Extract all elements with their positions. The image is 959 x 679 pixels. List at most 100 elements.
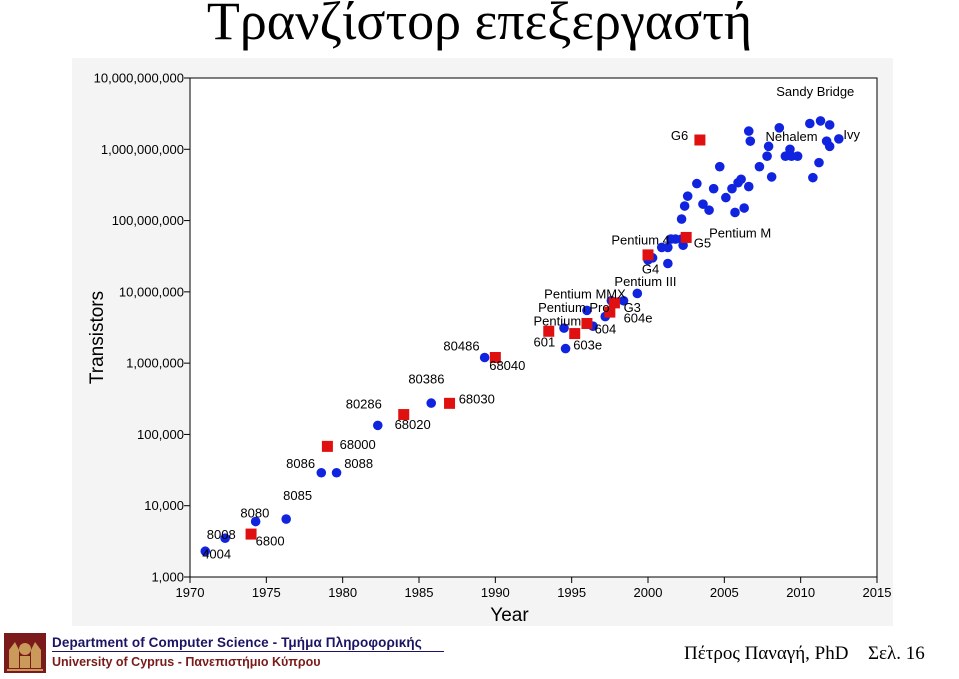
data-point-square — [543, 325, 555, 337]
processor-label: Pentium Pro — [538, 300, 610, 315]
x-tick-label: 1990 — [481, 585, 510, 600]
data-point-square — [321, 440, 333, 452]
processor-label: Sandy Bridge — [776, 84, 854, 99]
plot-area — [189, 77, 878, 578]
data-point-circle — [762, 151, 772, 161]
data-point-circle — [704, 205, 714, 215]
data-point-square — [680, 231, 692, 243]
data-point-circle — [739, 203, 749, 213]
processor-label: 4004 — [202, 546, 231, 561]
data-point-circle — [632, 288, 643, 299]
x-tick-label: 2010 — [786, 585, 815, 600]
processor-label: 8085 — [283, 488, 312, 503]
processor-label: G4 — [642, 262, 659, 277]
x-tick-label: 2015 — [863, 585, 892, 600]
data-point-circle — [220, 533, 230, 544]
processor-label: 68020 — [395, 417, 431, 432]
data-point-circle — [663, 258, 673, 269]
data-point-circle — [745, 136, 756, 146]
processor-label: 68000 — [340, 437, 376, 452]
data-point-circle — [618, 295, 629, 306]
y-tick-label: 100,000,000 — [112, 213, 184, 228]
data-point-circle — [743, 126, 754, 136]
slide-title: Τρανζίστορ επεξεργαστή — [206, 0, 753, 51]
data-point-circle — [281, 514, 291, 524]
data-point-square — [608, 297, 620, 309]
processor-label: 8088 — [344, 456, 373, 471]
x-tick-label: 1980 — [328, 585, 357, 600]
processor-label: G3 — [624, 300, 641, 315]
data-point-circle — [582, 305, 592, 316]
data-point-square — [581, 317, 593, 329]
processor-label: 80386 — [408, 371, 444, 386]
processor-label: 6800 — [256, 534, 285, 549]
y-tick-label: 100,000 — [137, 427, 184, 442]
data-point-square — [694, 134, 706, 146]
x-tick-label: 1970 — [176, 585, 205, 600]
processor-label: 80486 — [443, 339, 479, 354]
data-point-square — [398, 409, 410, 421]
data-point-circle — [676, 214, 687, 224]
x-tick-label: 1995 — [557, 585, 586, 600]
processor-label: G6 — [671, 128, 688, 143]
data-point-circle — [727, 183, 737, 194]
data-point-circle — [815, 116, 826, 126]
processor-label: 8008 — [207, 527, 236, 542]
y-tick-label: 1,000 — [151, 570, 184, 585]
x-tick-label: 1985 — [405, 585, 434, 600]
data-point-square — [642, 249, 654, 261]
data-point-circle — [754, 161, 765, 172]
data-point-circle — [663, 242, 673, 253]
processor-label: 80286 — [346, 397, 382, 412]
x-tick-label: 2000 — [634, 585, 663, 600]
x-tick-label: 2005 — [710, 585, 739, 600]
data-point-circle — [736, 174, 746, 185]
y-axis-title: Transistors — [87, 291, 108, 384]
x-tick-label: 1975 — [252, 585, 281, 600]
processor-label: 603e — [573, 338, 602, 353]
data-point-circle — [426, 398, 437, 408]
data-point-circle — [805, 118, 815, 129]
data-point-circle — [824, 120, 835, 130]
processor-label: 601 — [534, 335, 556, 350]
y-tick-label: 1,000,000,000 — [101, 142, 184, 157]
data-point-circle — [679, 201, 690, 211]
footer-department: Department of Computer Science - Τμήμα Π… — [52, 635, 422, 650]
processor-label: 604e — [624, 311, 653, 326]
processor-label: Ivy — [843, 127, 860, 142]
data-point-circle — [774, 123, 785, 133]
data-point-square — [444, 397, 456, 409]
data-point-square — [604, 306, 616, 318]
processor-label: Pentium III — [614, 274, 676, 289]
data-point-circle — [730, 207, 740, 218]
processor-label: G5 — [694, 235, 711, 250]
data-point-circle — [834, 134, 844, 144]
data-point-circle — [331, 467, 342, 478]
data-point-circle — [200, 546, 211, 557]
processor-label: Pentium — [534, 313, 582, 328]
data-point-circle — [682, 191, 693, 201]
processor-label: Pentium MMX — [544, 286, 626, 301]
data-point-circle — [808, 172, 818, 183]
x-axis-title: Year — [490, 605, 529, 626]
y-tick-label: 10,000,000 — [119, 284, 184, 299]
data-point-square — [489, 351, 501, 363]
data-point-circle — [792, 151, 803, 161]
university-logo-icon — [3, 632, 47, 679]
data-point-circle — [250, 516, 261, 527]
transistor-chart: 1970 1975 1980 1985 1990 1995 2000 2005 2010 2015… — [87, 71, 892, 627]
data-point-square — [569, 328, 581, 340]
data-point-circle — [559, 323, 569, 333]
processor-label: 8080 — [240, 506, 269, 521]
data-point-circle — [372, 420, 383, 431]
data-point-circle — [743, 181, 754, 192]
data-point-circle — [814, 157, 824, 168]
data-point-circle — [714, 161, 725, 172]
data-point-circle — [708, 183, 719, 194]
processor-label: 604 — [595, 322, 617, 337]
processor-label: 68040 — [489, 358, 525, 373]
footer-author: Πέτρος Παναγή, PhD — [684, 643, 849, 664]
y-tick-label: 10,000 — [144, 498, 184, 513]
data-point-circle — [763, 141, 774, 152]
data-point-circle — [698, 199, 708, 209]
